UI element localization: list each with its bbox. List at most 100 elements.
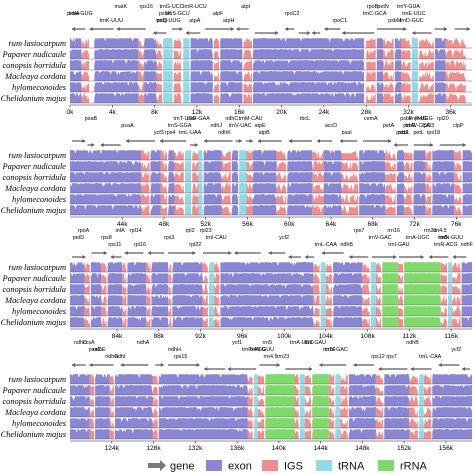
- gene-label: trnD-GUC: [400, 18, 424, 24]
- feature-IGS: [122, 317, 127, 327]
- feature-IGS: [101, 262, 107, 272]
- species-label: hylomeconoides: [12, 83, 66, 92]
- gene-label: rrn4.5: [263, 354, 277, 360]
- feature-IGS: [409, 407, 418, 417]
- feature-exon: [151, 273, 169, 283]
- feature-IGS: [452, 317, 461, 327]
- feature-IGS: [454, 205, 462, 215]
- feature-IGS: [375, 295, 382, 305]
- feature-tRNA: [239, 172, 247, 182]
- feature-exon: [70, 38, 82, 48]
- gene-label: rpoC1: [332, 18, 347, 24]
- feature-tRNA: [208, 262, 215, 272]
- feature-exon: [231, 194, 239, 204]
- feature-IGS: [329, 429, 335, 439]
- gene-arrow-head: [153, 31, 157, 35]
- gene-label: trnF-GAA: [187, 116, 210, 122]
- feature-exon: [432, 407, 472, 417]
- feature-rRNA: [382, 317, 398, 327]
- feature-IGS: [221, 150, 231, 160]
- feature-IGS: [404, 150, 413, 160]
- feature-exon: [70, 60, 82, 70]
- feature-IGS: [84, 317, 90, 327]
- gene-arrow-head: [82, 139, 86, 143]
- feature-rRNA: [312, 418, 329, 428]
- x-tick-label: 156k: [439, 445, 454, 452]
- x-tick-label: 36k: [445, 109, 456, 116]
- identity-profile: [70, 93, 472, 102]
- x-tick-label: 20k: [276, 109, 287, 116]
- feature-IGS: [84, 284, 90, 294]
- feature-exon: [94, 49, 139, 59]
- feature-exon: [461, 295, 472, 305]
- gene-label: ndhF: [461, 242, 474, 248]
- feature-IGS: [312, 150, 324, 160]
- feature-exon: [151, 262, 169, 272]
- feature-IGS: [454, 183, 462, 193]
- gene-label: ycf1: [232, 340, 242, 346]
- feature-IGS: [425, 150, 432, 160]
- feature-exon: [376, 82, 384, 92]
- feature-exon: [107, 284, 123, 294]
- feature-exon: [70, 71, 82, 81]
- x-tick-label: 84k: [112, 333, 123, 340]
- feature-IGS: [221, 205, 231, 215]
- x-tick-label: 76k: [451, 221, 462, 228]
- feature-exon: [396, 161, 405, 171]
- feature-exon: [359, 161, 386, 171]
- gene-label: psbE: [403, 123, 416, 129]
- gene-label: petG: [415, 116, 427, 122]
- gene-label: rps7: [386, 354, 397, 360]
- feature-exon: [253, 60, 365, 70]
- feature-IGS: [329, 407, 335, 417]
- feature-exon: [70, 262, 85, 272]
- x-tick-label: 72k: [409, 221, 420, 228]
- feature-exon: [435, 60, 446, 70]
- feature-IGS: [366, 60, 376, 70]
- feature-tRNA: [239, 183, 247, 193]
- feature-tRNA: [163, 38, 173, 48]
- feature-IGS: [168, 306, 172, 316]
- feature-exon: [90, 317, 102, 327]
- alignment-panels: matK trnH-GUG trnK-UUU rps16 trnS-GCUtrnQ-UU…: [1, 4, 474, 452]
- feature-IGS: [243, 49, 252, 59]
- gene-label: trnR-ACG: [434, 242, 458, 248]
- gene-label: psaA: [121, 123, 134, 129]
- feature-IGS: [101, 317, 107, 327]
- x-tick-label: 92k: [195, 333, 206, 340]
- feature-IGS: [160, 172, 168, 182]
- feature-exon: [348, 429, 376, 439]
- feature-IGS: [141, 183, 150, 193]
- feature-exon: [127, 306, 147, 316]
- gene-label: psbF: [400, 116, 413, 122]
- gene-arrow-head: [324, 27, 328, 31]
- feature-IGS: [440, 284, 447, 294]
- feature-exon: [435, 93, 446, 103]
- feature-exon: [158, 385, 248, 395]
- gene-arrow-head: [393, 255, 397, 259]
- feature-exon: [323, 194, 342, 204]
- gene-arrow-head: [444, 27, 448, 31]
- feature-tRNA: [411, 60, 418, 70]
- gene-label: rrn16: [387, 228, 400, 234]
- feature-rRNA: [265, 374, 295, 384]
- feature-IGS: [362, 262, 370, 272]
- feature-IGS: [445, 93, 466, 103]
- feature-IGS: [445, 71, 466, 81]
- feature-IGS: [247, 407, 253, 417]
- gene-label: rpl2: [186, 228, 195, 234]
- feature-IGS: [401, 49, 411, 59]
- feature-IGS: [445, 49, 466, 59]
- feature-exon: [144, 49, 157, 59]
- x-tick-label: 4k: [109, 109, 117, 116]
- gene-label: trnR-ACG: [242, 347, 266, 353]
- species-label: Macleaya cordata: [4, 296, 66, 305]
- feature-exon: [396, 183, 405, 193]
- feature-IGS: [89, 385, 94, 395]
- feature-tRNA: [448, 284, 453, 294]
- feature-exon: [413, 150, 425, 160]
- gene-arrow-head: [388, 139, 392, 143]
- gene-arrow-head: [234, 251, 238, 255]
- feature-IGS: [341, 150, 359, 160]
- feature-rRNA: [382, 295, 398, 305]
